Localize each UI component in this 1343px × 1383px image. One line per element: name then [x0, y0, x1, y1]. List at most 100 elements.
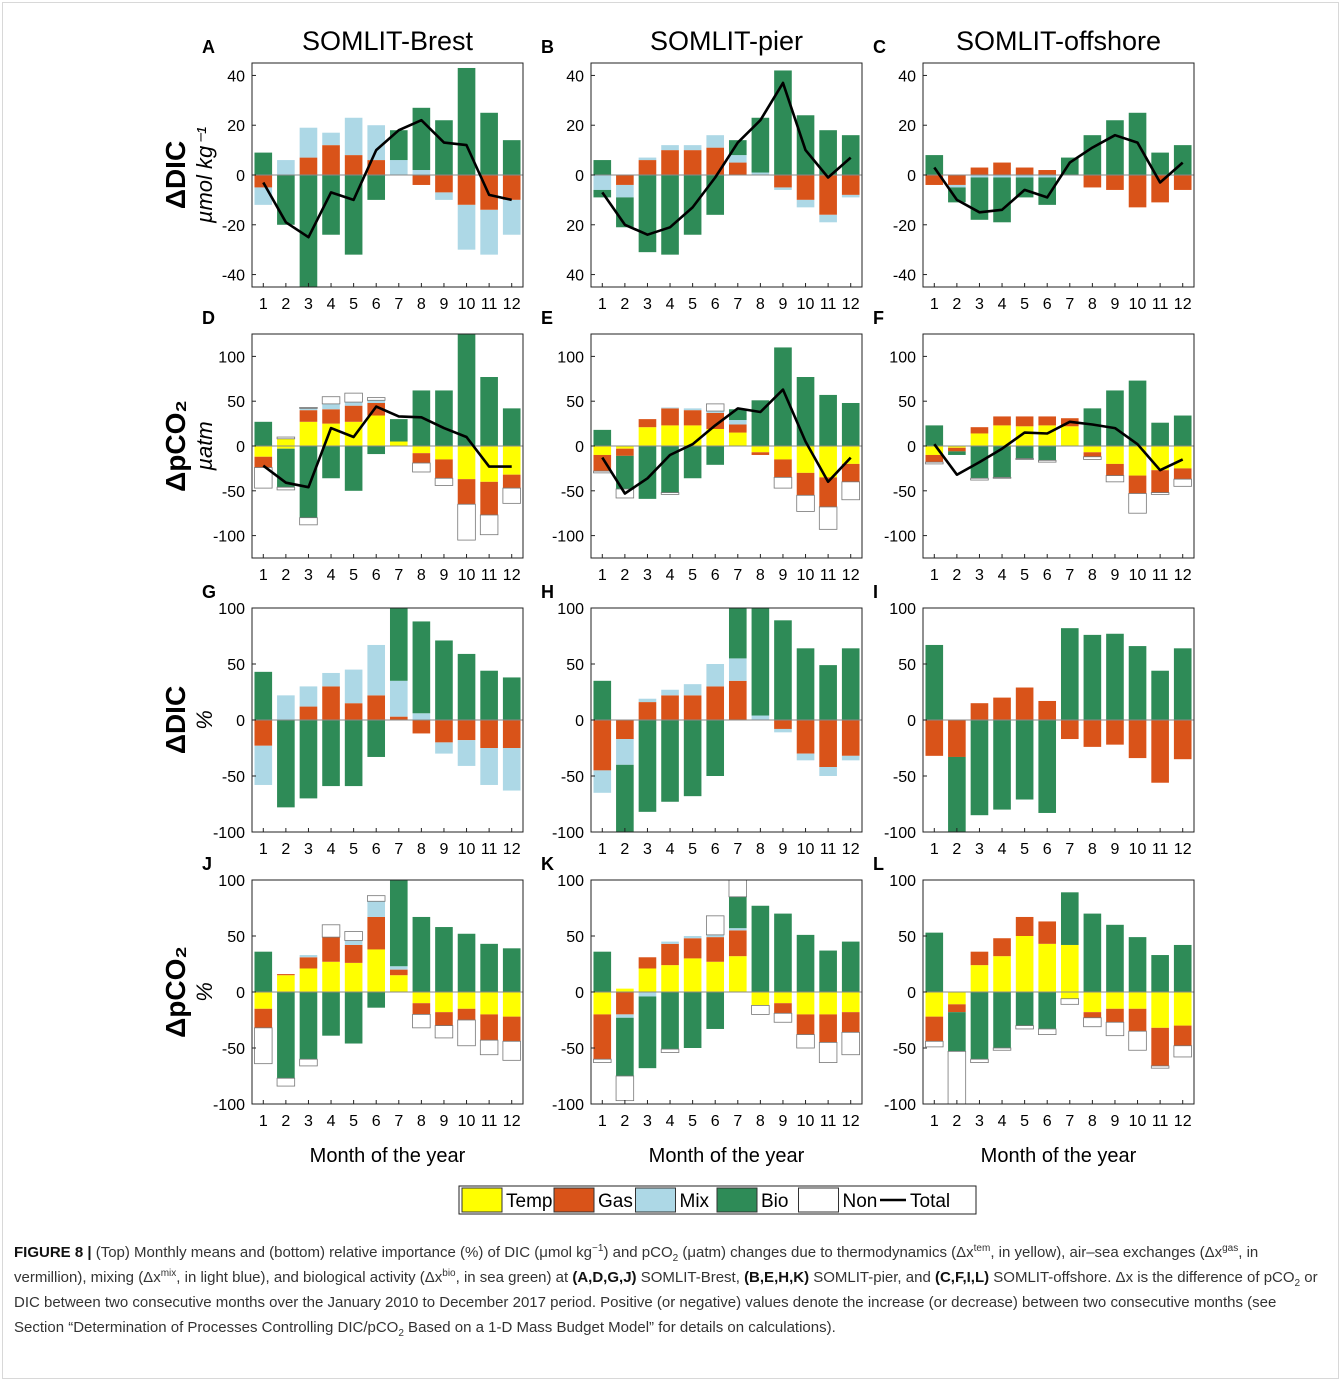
x-tick-label: 11	[481, 567, 498, 584]
x-tick-label: 3	[643, 296, 652, 313]
bar-gas	[322, 686, 340, 720]
bar-gas	[1106, 463, 1124, 476]
x-tick-label: 11	[820, 841, 837, 858]
y-tick-label: 0	[575, 439, 584, 456]
bar-gas	[638, 957, 657, 969]
bar-bio	[389, 419, 408, 442]
bar-bio	[1083, 135, 1102, 175]
bar-gas	[728, 424, 747, 433]
bar-gas	[412, 720, 431, 734]
bar-gas	[1151, 1027, 1169, 1066]
x-tick-label: 6	[372, 567, 381, 584]
y-tick-label: -100	[552, 825, 584, 842]
caption-text: , in sea green) at	[455, 1269, 573, 1286]
x-tick-label: 5	[688, 296, 697, 313]
caption-text: (μatm) changes due to thermodynamics (Δx	[678, 1244, 974, 1261]
x-tick-label: 5	[688, 1113, 697, 1130]
bar-non	[412, 1014, 431, 1029]
bar-mix	[254, 187, 273, 205]
caption-figure-label: FIGURE 8 |	[14, 1244, 92, 1261]
bar-bio	[1015, 720, 1034, 800]
bar-bio	[412, 916, 431, 992]
x-tick-label: 9	[779, 296, 788, 313]
x-tick-label: 11	[1152, 296, 1169, 313]
bar-non	[992, 476, 1012, 479]
bar-mix	[728, 155, 747, 163]
bar-bio	[435, 640, 453, 720]
bar-mix	[970, 175, 989, 178]
x-tick-label: 9	[440, 1113, 449, 1130]
caption-sub: 2	[1294, 1278, 1301, 1289]
y-tick-label: 20	[566, 118, 584, 135]
bar-mix	[367, 400, 386, 403]
bar-temp	[706, 961, 725, 992]
bar-temp	[1060, 992, 1079, 999]
y-tick-label: -50	[222, 769, 245, 786]
bar-mix	[389, 160, 408, 175]
x-tick-label: 8	[417, 841, 426, 858]
bar-gas	[412, 175, 431, 185]
bar-bio	[1151, 422, 1169, 446]
y-tick-label: 0	[575, 985, 584, 1002]
bar-mix	[796, 199, 815, 208]
y-tick-label: 100	[889, 873, 916, 890]
bar-mix	[796, 753, 815, 761]
x-tick-label: 7	[733, 841, 742, 858]
bar-bio	[819, 394, 837, 446]
bar-gas	[661, 943, 679, 966]
bar-gas	[457, 720, 476, 741]
panel-letter: H	[541, 582, 554, 602]
bar-gas	[457, 479, 476, 505]
y-tick-label: -100	[213, 1097, 245, 1114]
bar-non	[502, 1040, 521, 1061]
bar-bio	[457, 653, 476, 720]
bar-bio	[751, 905, 770, 992]
caption-sup: bio	[442, 1268, 456, 1279]
x-tick-label: 8	[417, 1113, 426, 1130]
bar-non	[254, 467, 273, 489]
x-tick-label: 5	[1020, 841, 1029, 858]
bar-gas	[683, 410, 702, 426]
bar-mix	[841, 194, 860, 198]
y-tick-label: 40	[566, 268, 584, 285]
caption-text: Based on a 1-D Mass Budget Model” for de…	[403, 1319, 836, 1336]
bar-non	[321, 924, 341, 938]
bar-bio	[1173, 648, 1192, 720]
bar-non	[1150, 492, 1170, 495]
y-tick-label: -100	[552, 529, 584, 546]
x-tick-label: 12	[842, 841, 860, 858]
panel-letter: G	[202, 582, 216, 602]
x-tick-label: 8	[756, 841, 765, 858]
bar-non	[1150, 1065, 1170, 1069]
bar-bio	[322, 175, 340, 235]
x-tick-label: 3	[643, 1113, 652, 1130]
y-tick-label: -50	[561, 484, 584, 501]
bar-non	[796, 494, 815, 512]
bar-bio	[1083, 408, 1102, 446]
panel-letter: A	[202, 37, 215, 57]
x-axis-title: Month of the year	[310, 1145, 466, 1167]
bar-gas	[683, 150, 702, 175]
y-tick-label: 0	[575, 713, 584, 730]
x-tick-label: 1	[598, 296, 607, 313]
x-tick-label: 9	[779, 567, 788, 584]
x-tick-label: 11	[1152, 841, 1169, 858]
bar-temp	[480, 446, 498, 482]
bar-temp	[925, 446, 944, 455]
bar-bio	[299, 446, 318, 518]
bar-temp	[638, 968, 657, 992]
x-tick-label: 8	[1088, 567, 1097, 584]
x-tick-label: 12	[1174, 841, 1192, 858]
x-tick-label: 7	[394, 296, 403, 313]
x-tick-label: 12	[503, 1113, 521, 1130]
bar-non	[1083, 456, 1102, 460]
bar-mix	[344, 117, 363, 156]
bar-bio	[661, 720, 679, 802]
bar-bio	[277, 175, 295, 225]
bar-gas	[948, 447, 966, 452]
bar-bio	[344, 446, 363, 491]
